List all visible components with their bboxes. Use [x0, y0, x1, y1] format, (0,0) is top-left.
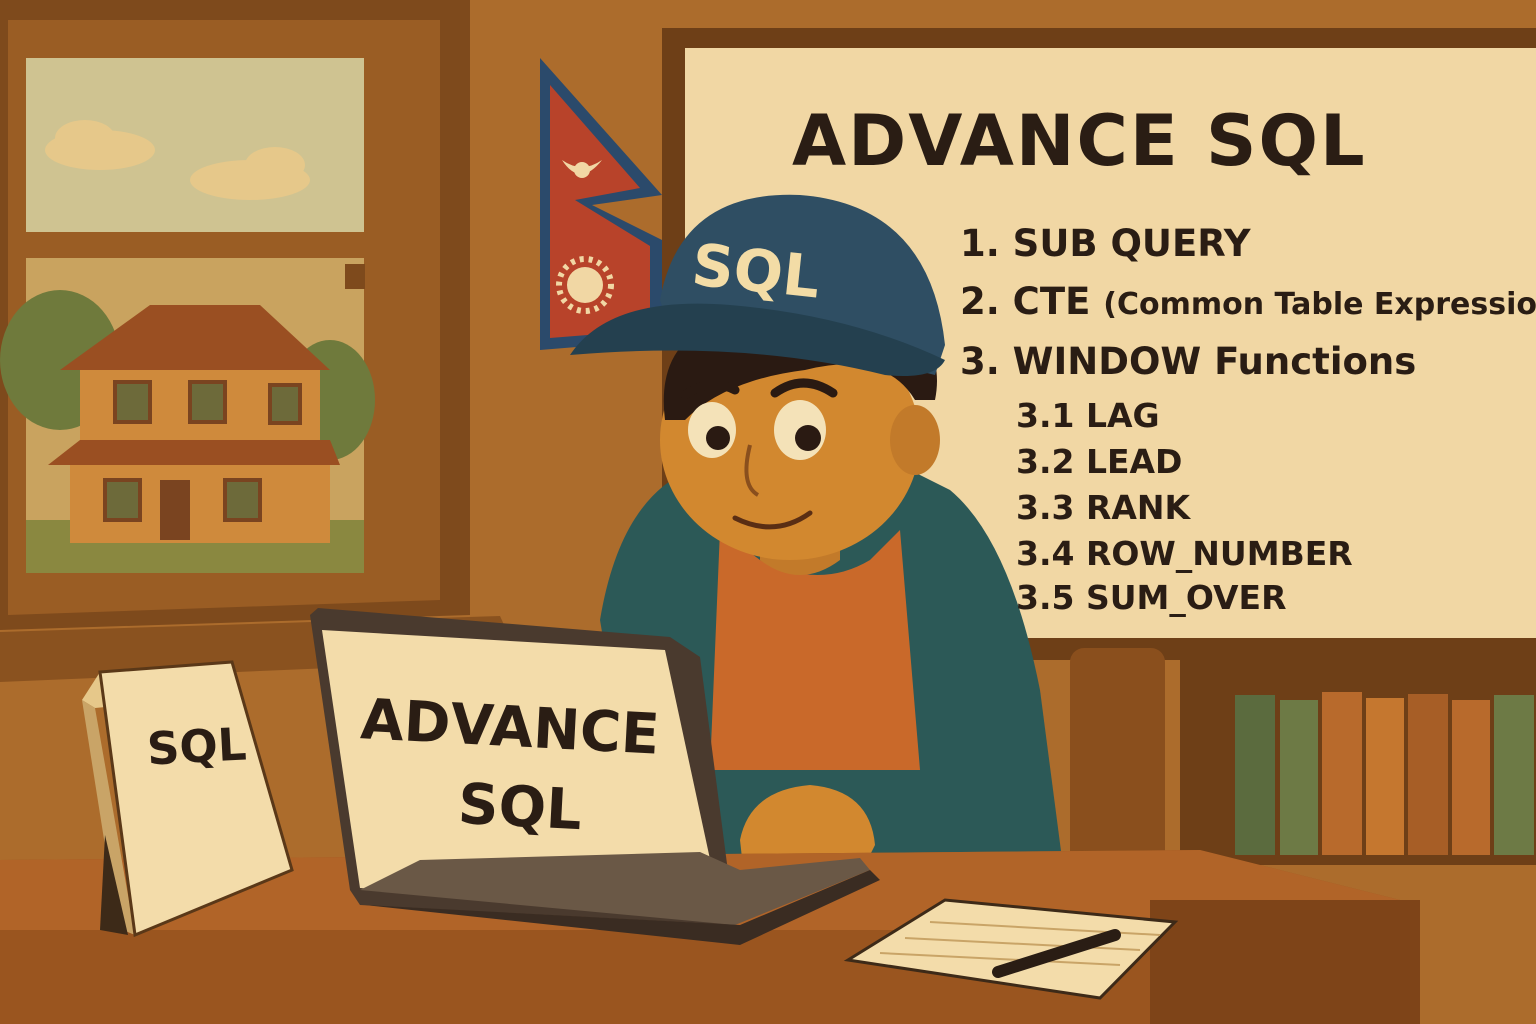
- board-item-cte: 2. CTE (Common Table Expression): [960, 280, 1536, 323]
- board-item-label: 3. WINDOW Functions: [960, 340, 1417, 383]
- sql-book: [82, 660, 294, 938]
- notepad: [843, 898, 1179, 1000]
- board-subitem-row-number: 3.4 ROW_NUMBER: [1016, 534, 1353, 573]
- window: [0, 0, 520, 682]
- bookshelf: [1180, 655, 1536, 865]
- board-subitem-lead: 3.2 LEAD: [1016, 442, 1183, 481]
- laptop: [310, 608, 880, 945]
- board-item-subquery: 1. SUB QUERY: [960, 222, 1251, 265]
- board-item-label: 1. SUB QUERY: [960, 222, 1251, 265]
- board-item-detail: (Common Table Expression): [1103, 287, 1536, 322]
- nepal-flag: [540, 58, 662, 350]
- board-subitem-rank: 3.3 RANK: [1016, 488, 1191, 527]
- cap-label: SQL: [688, 230, 824, 312]
- board-item-window-functions: 3. WINDOW Functions: [960, 340, 1416, 383]
- whiteboard-title: ADVANCE SQL: [792, 100, 1367, 182]
- board-subitem-sum-over: 3.5 SUM_OVER: [1016, 578, 1287, 617]
- board-subitem-lag: 3.1 LAG: [1016, 396, 1160, 435]
- book-cover-label: SQL: [145, 717, 248, 776]
- board-item-label: 2. CTE: [960, 280, 1104, 323]
